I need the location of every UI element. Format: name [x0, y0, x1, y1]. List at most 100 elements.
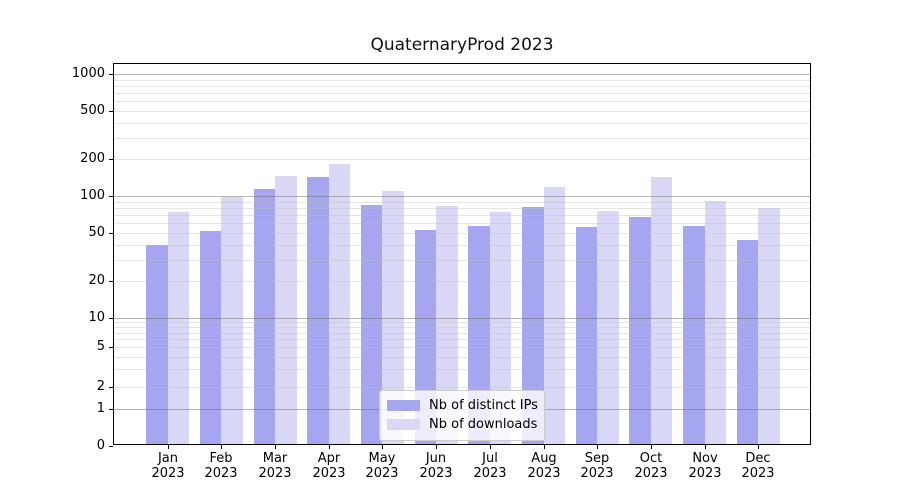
- gridline-minor: [114, 347, 810, 348]
- legend-label-downloads: Nb of downloads: [429, 417, 538, 432]
- y-axis-tick: [109, 159, 113, 160]
- x-axis-tick-label: Nov 2023: [688, 451, 722, 481]
- gridline-minor: [114, 111, 810, 112]
- bar-downloads-feb: [221, 196, 243, 444]
- x-axis-tick-label: Apr 2023: [312, 451, 346, 481]
- gridline-minor: [114, 101, 810, 102]
- bar-distinct-ips-jan: [146, 245, 168, 444]
- gridline-minor: [114, 138, 810, 139]
- y-axis-tick: [109, 281, 113, 282]
- y-axis-tick-label: 50: [88, 225, 105, 240]
- legend-swatch-downloads: [387, 419, 420, 430]
- y-axis-tick: [109, 111, 113, 112]
- y-axis-tick: [109, 196, 113, 197]
- y-axis-tick-label: 2: [96, 379, 105, 394]
- gridline-minor: [114, 339, 810, 340]
- y-axis-tick-label: 20: [88, 273, 105, 288]
- bar-distinct-ips-feb: [199, 231, 222, 444]
- x-axis-tick: [275, 445, 276, 449]
- bar-downloads-may: [382, 190, 404, 444]
- gridline-minor: [114, 233, 810, 234]
- x-axis-tick-label: Jun 2023: [419, 451, 453, 481]
- bar-downloads-jul: [489, 211, 512, 444]
- y-axis-tick-label: 10: [88, 310, 105, 325]
- gridline-minor: [114, 159, 810, 160]
- gridline-minor: [114, 245, 810, 246]
- y-axis-tick-label: 100: [80, 188, 105, 203]
- x-axis-tick: [221, 445, 222, 449]
- x-axis-tick-label: Feb 2023: [204, 451, 238, 481]
- bar-downloads-dec: [758, 207, 780, 444]
- gridline-minor: [114, 369, 810, 370]
- gridline-minor: [114, 281, 810, 282]
- gridline-minor: [114, 223, 810, 224]
- x-axis-tick: [544, 445, 545, 449]
- y-axis-tick: [109, 409, 113, 410]
- x-axis-tick-label: May 2023: [365, 451, 399, 481]
- y-axis-tick: [109, 347, 113, 348]
- x-axis-tick-label: Jan 2023: [151, 451, 185, 481]
- y-axis-tick-label: 500: [80, 103, 105, 118]
- bar-downloads-mar: [275, 176, 297, 444]
- bar-downloads-jun: [436, 205, 458, 444]
- x-axis-tick: [758, 445, 759, 449]
- bar-distinct-ips-dec: [736, 240, 759, 444]
- bar-downloads-aug: [543, 186, 566, 444]
- gridline-minor: [114, 123, 810, 124]
- gridline-minor: [114, 322, 810, 323]
- bar-distinct-ips-jul: [468, 225, 490, 444]
- bar-distinct-ips-sep: [575, 226, 598, 444]
- gridline-minor: [114, 80, 810, 81]
- y-axis-tick: [109, 318, 113, 319]
- y-axis-tick-label: 5: [96, 339, 105, 354]
- legend: Nb of distinct IPs Nb of downloads: [379, 390, 545, 441]
- bar-downloads-oct: [650, 176, 673, 444]
- gridline-minor: [114, 93, 810, 94]
- gridline-minor: [114, 86, 810, 87]
- gridline-minor: [114, 387, 810, 388]
- legend-row-downloads: Nb of downloads: [387, 415, 538, 434]
- x-axis-tick: [436, 445, 437, 449]
- x-axis-tick: [490, 445, 491, 449]
- gridline-minor: [114, 333, 810, 334]
- bar-distinct-ips-aug: [522, 207, 544, 444]
- x-axis-tick: [329, 445, 330, 449]
- chart-title: QuaternaryProd 2023: [370, 35, 554, 55]
- gridline-minor: [114, 215, 810, 216]
- x-axis-tick: [382, 445, 383, 449]
- y-axis-tick: [109, 387, 113, 388]
- bar-distinct-ips-apr: [307, 176, 329, 444]
- y-axis-tick-label: 1: [96, 401, 105, 416]
- bar-downloads-nov: [704, 201, 727, 444]
- x-axis-tick-label: Jul 2023: [473, 451, 507, 481]
- x-axis-tick: [651, 445, 652, 449]
- x-axis-tick: [168, 445, 169, 449]
- gridline-minor: [114, 208, 810, 209]
- bar-distinct-ips-oct: [629, 217, 651, 444]
- y-axis-tick-label: 0: [96, 438, 105, 453]
- gridline-major: [114, 74, 810, 75]
- y-axis-tick-label: 1000: [71, 66, 105, 81]
- bar-distinct-ips-nov: [683, 225, 705, 444]
- x-axis-tick-label: Aug 2023: [527, 451, 561, 481]
- x-axis-tick: [705, 445, 706, 449]
- x-axis-tick-label: Dec 2023: [741, 451, 775, 481]
- legend-row-distinct-ips: Nb of distinct IPs: [387, 396, 538, 415]
- plot-area: 0 1 2 5 10 20 50 100 200 500 1000 Jan 2023 Feb 2023…: [72, 63, 811, 481]
- gridline-major: [114, 196, 810, 197]
- gridline-major: [114, 318, 810, 319]
- bar-distinct-ips-mar: [253, 188, 276, 444]
- legend-label-distinct-ips: Nb of distinct IPs: [429, 398, 538, 413]
- legend-swatch-distinct-ips: [387, 400, 420, 411]
- x-axis-tick-label: Mar 2023: [258, 451, 292, 481]
- x-axis-tick-label: Oct 2023: [634, 451, 668, 481]
- y-axis-tick: [109, 74, 113, 75]
- y-axis-tick-label: 200: [80, 151, 105, 166]
- bar-downloads-apr: [328, 164, 351, 444]
- y-axis-tick: [109, 446, 113, 447]
- bar-distinct-ips-may: [360, 204, 383, 444]
- gridline-minor: [114, 357, 810, 358]
- gridline-minor: [114, 202, 810, 203]
- bar-downloads-sep: [597, 210, 619, 444]
